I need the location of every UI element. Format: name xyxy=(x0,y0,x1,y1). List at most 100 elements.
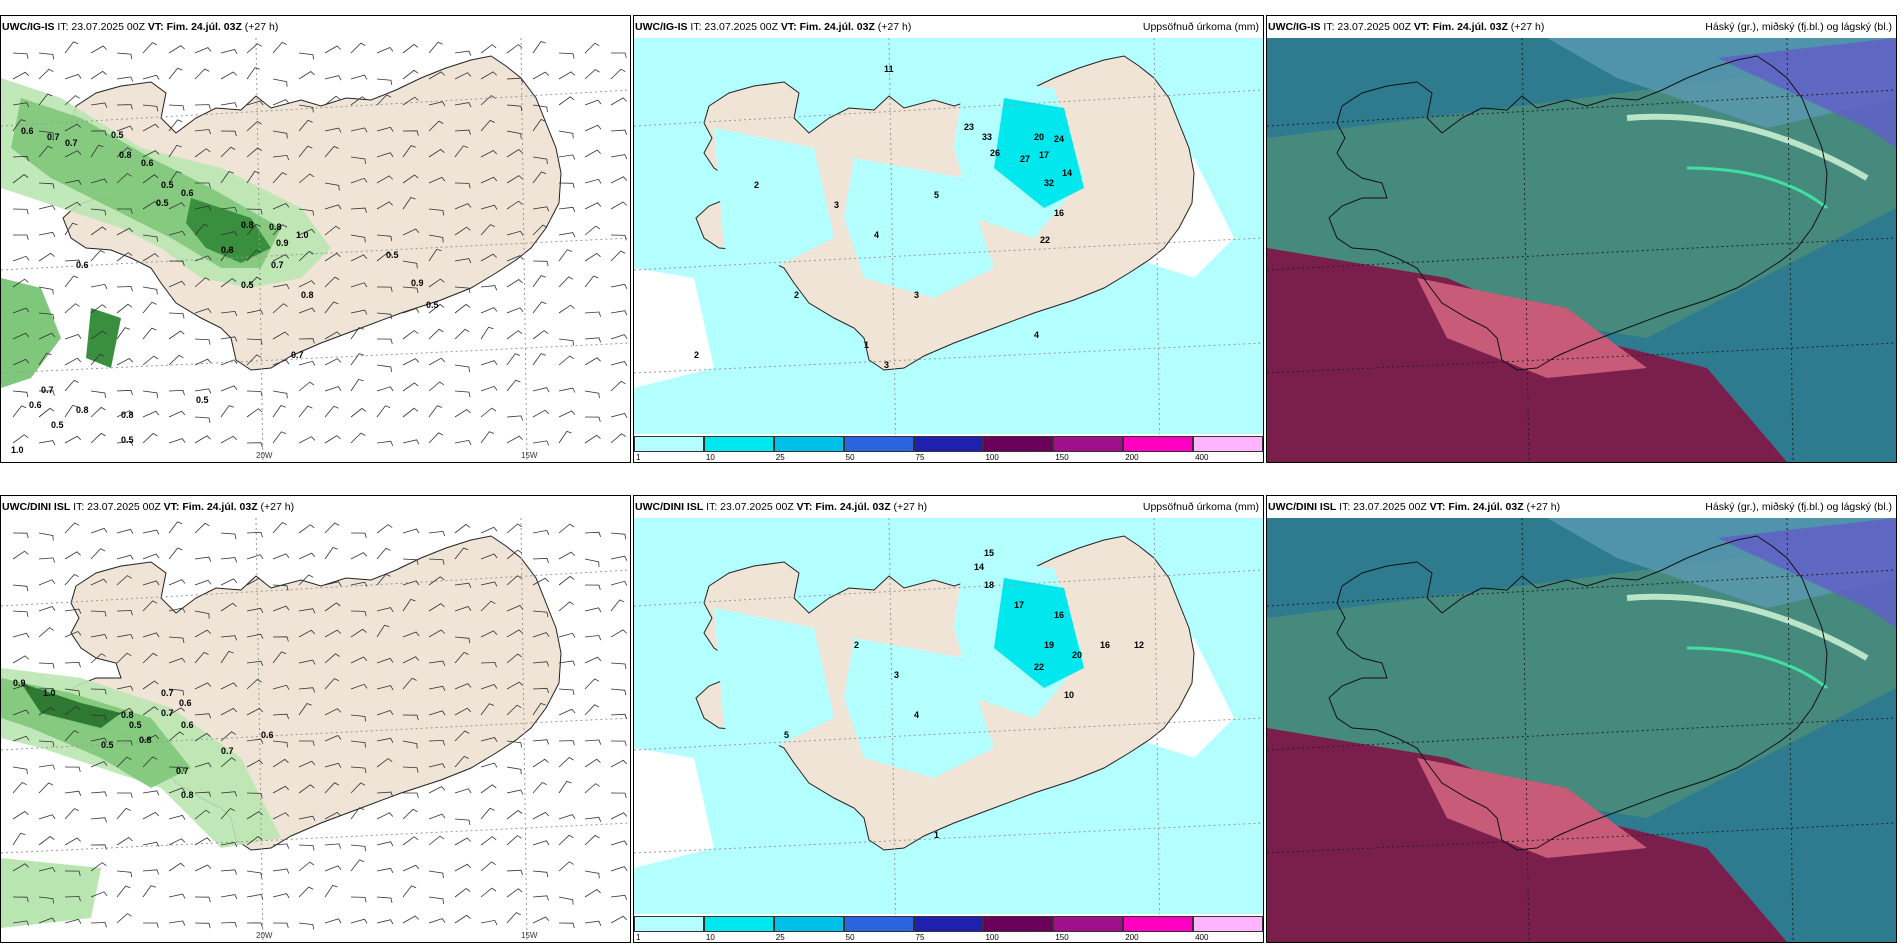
wind-barb xyxy=(90,226,107,236)
wind-barb xyxy=(168,636,185,644)
precip-panel-ig-is: UWC/IG-IS IT: 23.07.2025 00Z VT: Fim. 24… xyxy=(633,15,1264,463)
wind-barb xyxy=(220,102,238,108)
legend-tick-label: 200 xyxy=(1125,933,1139,942)
gust-value: 0.9 xyxy=(276,238,289,248)
wind-barb xyxy=(506,549,523,560)
wind-barb xyxy=(584,390,600,399)
wind-barb xyxy=(611,52,627,58)
wind-barb xyxy=(428,234,444,243)
wind-barb xyxy=(350,782,366,794)
map-area[interactable]: 15 14 18 16 17 19 20 22 16 10 12 2 3 4 5 1 xyxy=(634,518,1263,942)
wind-barb xyxy=(272,203,290,210)
wind-barb xyxy=(246,633,264,639)
wind-barb xyxy=(90,406,106,418)
wind-barb xyxy=(376,758,393,768)
wind-barb xyxy=(558,601,575,612)
wind-barb xyxy=(610,915,628,924)
wind-barb xyxy=(558,96,575,106)
wind-barb xyxy=(246,249,261,262)
wind-barb xyxy=(402,915,419,924)
wind-barb xyxy=(246,792,263,799)
precip-area-heavy xyxy=(994,578,1084,688)
wind-barb xyxy=(532,758,549,768)
wind-barb xyxy=(584,202,602,210)
wind-barb xyxy=(168,862,185,872)
wind-barb xyxy=(12,332,30,340)
meridian-20w xyxy=(888,518,897,942)
wind-barb xyxy=(610,866,628,872)
gust-shading xyxy=(1,668,281,928)
wind-barb xyxy=(402,96,419,106)
wind-barb xyxy=(350,96,367,106)
precip-value: 26 xyxy=(990,148,1000,158)
wind-barb xyxy=(584,704,600,716)
wind-barb xyxy=(558,154,576,160)
wind-barb xyxy=(584,607,602,613)
precip-value: 4 xyxy=(874,230,879,240)
wind-barb xyxy=(324,405,339,418)
wind-barb xyxy=(324,653,340,664)
wind-barb xyxy=(532,104,548,113)
wind-barb xyxy=(116,652,132,664)
wind-barb xyxy=(38,252,55,262)
gust-value: 0.6 xyxy=(261,730,274,740)
wind-barb xyxy=(558,740,575,746)
legend-tick-label: 75 xyxy=(915,933,925,942)
map-area[interactable] xyxy=(1267,38,1896,462)
wind-barb xyxy=(428,176,446,184)
wind-barb xyxy=(168,230,186,236)
wind-barb xyxy=(90,330,107,340)
precip-value: 5 xyxy=(934,190,939,200)
wind-barb xyxy=(402,286,419,294)
wind-barb xyxy=(12,550,29,560)
wind-barb xyxy=(376,685,394,691)
wind-barb xyxy=(610,68,626,80)
wind-barb xyxy=(324,782,340,794)
wind-barb xyxy=(38,579,56,586)
wind-barb xyxy=(12,52,29,59)
wind-barb xyxy=(610,840,628,846)
wind-barb xyxy=(428,120,444,132)
wind-barb xyxy=(272,684,290,690)
wind-barb xyxy=(64,222,78,236)
wind-barb xyxy=(584,584,601,591)
precip-value: 16 xyxy=(1100,640,1110,650)
wind-barb xyxy=(558,304,575,314)
wind-barb xyxy=(324,301,339,314)
wind-barb xyxy=(480,662,497,668)
map-area[interactable] xyxy=(1267,518,1896,942)
map-area[interactable]: 20W 15W 0.9 1.0 0.7 0.6 0.8 0.5 0.7 0.6 0.8 0.7 0.7 0… xyxy=(1,518,630,942)
wind-barb xyxy=(298,552,316,560)
wind-barb xyxy=(90,178,108,184)
wind-barb xyxy=(428,739,445,746)
wind-barb xyxy=(38,917,56,924)
wind-barb xyxy=(584,739,602,745)
wind-barb xyxy=(168,688,185,696)
wind-barb xyxy=(298,280,316,288)
wind-barb xyxy=(38,532,54,541)
wind-barb xyxy=(142,150,160,158)
map-area[interactable]: 20W 15W 0.6 0.7 0.7 0.8 0.5 0.6 0.5 0.6 0.5 0.8 0.8 0… xyxy=(1,38,630,462)
wind-barb xyxy=(38,557,56,563)
wind-barb xyxy=(142,680,159,690)
wind-barb xyxy=(350,859,365,872)
wind-barb xyxy=(116,913,132,924)
wind-barb xyxy=(350,156,366,165)
wind-barb xyxy=(480,326,494,340)
low-cloud-layer-light xyxy=(1417,758,1647,858)
wind-barb xyxy=(428,685,446,691)
wind-barb xyxy=(532,577,550,586)
wind-barb xyxy=(454,129,471,135)
wind-barb xyxy=(246,208,263,215)
map-area[interactable]: 11 23 33 26 20 24 17 27 32 16 14 22 2 3 4 5 3 2 1 2 3 4 xyxy=(634,38,1263,462)
wind-barb xyxy=(350,532,367,539)
wind-barb xyxy=(272,41,287,54)
cloud-panel-dini: UWC/DINI ISL IT: 23.07.2025 00Z VT: Fim.… xyxy=(1266,495,1897,943)
wind-barb xyxy=(428,870,444,879)
wind-barb xyxy=(558,130,574,139)
wind-barb xyxy=(38,867,56,873)
wind-barb xyxy=(90,102,108,108)
wind-barb xyxy=(168,787,186,794)
wind-barb xyxy=(506,681,523,690)
wind-barb xyxy=(90,862,107,872)
